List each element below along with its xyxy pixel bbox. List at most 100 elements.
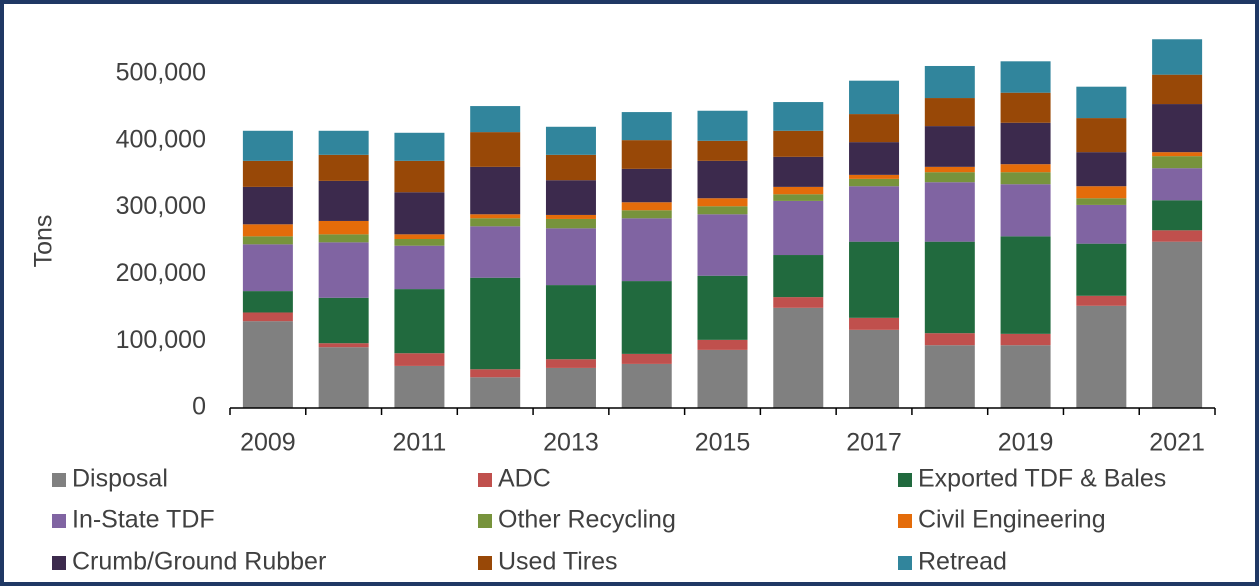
bar-segment bbox=[394, 192, 445, 235]
legend-label: Other Recycling bbox=[498, 506, 676, 534]
legend-label: Exported TDF & Bales bbox=[918, 465, 1166, 493]
bar-segment bbox=[1152, 74, 1203, 105]
bar-segment bbox=[1000, 184, 1051, 237]
bar-segment bbox=[924, 333, 975, 346]
bar-segment bbox=[545, 285, 596, 360]
bar-segment bbox=[621, 363, 672, 408]
bar-segment bbox=[773, 186, 824, 195]
bar-segment bbox=[621, 210, 672, 219]
bar-segment bbox=[318, 347, 369, 408]
bar-segment bbox=[1076, 243, 1127, 296]
bar-segment bbox=[621, 112, 672, 141]
bar-segment bbox=[318, 220, 369, 235]
bar-segment bbox=[242, 244, 293, 292]
bar-segment bbox=[545, 154, 596, 181]
legend-swatch bbox=[478, 514, 492, 528]
y-tick-label: 100,000 bbox=[116, 326, 206, 354]
bar-segment bbox=[318, 242, 369, 298]
bar-segment bbox=[1000, 61, 1051, 93]
bar-segment bbox=[697, 160, 748, 199]
bar-segment bbox=[621, 140, 672, 169]
bar-segment bbox=[773, 130, 824, 157]
bar-segment bbox=[697, 339, 748, 350]
bar-segment bbox=[1076, 152, 1127, 187]
bar-segment bbox=[697, 140, 748, 161]
bar-segment bbox=[773, 102, 824, 131]
legend-label: Used Tires bbox=[498, 548, 617, 576]
bar-segment bbox=[924, 172, 975, 183]
bar-segment bbox=[470, 132, 521, 167]
bar-segment bbox=[1152, 156, 1203, 169]
bar-segment bbox=[318, 343, 369, 348]
x-tick-label: 2011 bbox=[393, 429, 447, 457]
bar-segment bbox=[621, 353, 672, 364]
bar-segment bbox=[849, 186, 900, 242]
bar-segment bbox=[394, 353, 445, 366]
y-tick-label: 500,000 bbox=[116, 59, 206, 87]
bar-segment bbox=[470, 226, 521, 278]
bar-segment bbox=[621, 202, 672, 211]
bar-segment bbox=[318, 234, 369, 243]
legend-swatch bbox=[478, 556, 492, 570]
bar-segment bbox=[470, 218, 521, 227]
bar-segment bbox=[697, 206, 748, 215]
bar-segment bbox=[697, 110, 748, 141]
bar-segment bbox=[697, 214, 748, 276]
bar-segment bbox=[242, 224, 293, 237]
bar-segment bbox=[545, 214, 596, 219]
bar-segment bbox=[1152, 241, 1203, 408]
x-tick-label: 2015 bbox=[695, 429, 751, 457]
bar-segment bbox=[394, 238, 445, 246]
bar-segment bbox=[318, 180, 369, 221]
bar-segment bbox=[242, 236, 293, 245]
bar-segment bbox=[470, 106, 521, 133]
bar-segment bbox=[545, 228, 596, 286]
legend-swatch bbox=[52, 473, 66, 487]
bar-segment bbox=[924, 345, 975, 408]
legend-label: Civil Engineering bbox=[918, 506, 1106, 534]
legend-label: ADC bbox=[498, 465, 551, 493]
bar-segment bbox=[242, 160, 293, 187]
bar-segment bbox=[1152, 152, 1203, 157]
bar-segment bbox=[394, 234, 445, 239]
y-axis-label: Tons bbox=[30, 215, 58, 268]
bar-segment bbox=[1076, 295, 1127, 306]
bar-segment bbox=[242, 321, 293, 408]
bar-segment bbox=[318, 130, 369, 155]
bar-segment bbox=[621, 281, 672, 354]
bar-segment bbox=[242, 186, 293, 225]
y-tick-label: 200,000 bbox=[116, 259, 206, 287]
bar-segment bbox=[1076, 305, 1127, 408]
bar-segment bbox=[394, 132, 445, 161]
y-tick-label: 0 bbox=[192, 393, 206, 421]
bar-segment bbox=[621, 218, 672, 282]
bar-segment bbox=[697, 198, 748, 207]
y-tick-label: 300,000 bbox=[116, 192, 206, 220]
bar-segment bbox=[1152, 168, 1203, 201]
bar-segment bbox=[924, 166, 975, 173]
bar-segment bbox=[545, 180, 596, 215]
bar-segment bbox=[849, 142, 900, 175]
bar-segment bbox=[545, 126, 596, 155]
bar-segment bbox=[470, 377, 521, 408]
bar-segment bbox=[1076, 204, 1127, 244]
bar-segment bbox=[773, 255, 824, 298]
bar-segment bbox=[1076, 198, 1127, 205]
bar-segment bbox=[1152, 104, 1203, 153]
bar-segment bbox=[849, 80, 900, 115]
bar-segment bbox=[545, 367, 596, 408]
bar-segment bbox=[242, 291, 293, 313]
bar-segment bbox=[849, 114, 900, 143]
bar-segment bbox=[773, 307, 824, 408]
bar-segment bbox=[849, 329, 900, 408]
bar-segment bbox=[924, 182, 975, 242]
legend-swatch bbox=[898, 556, 912, 570]
bar-segment bbox=[394, 289, 445, 354]
bar-segment bbox=[773, 194, 824, 201]
bar-segment bbox=[1152, 39, 1203, 75]
legend-label: In-State TDF bbox=[72, 506, 215, 534]
legend-label: Disposal bbox=[72, 465, 168, 493]
bar-segment bbox=[1152, 200, 1203, 231]
bar-segment bbox=[470, 277, 521, 370]
bar-segment bbox=[394, 160, 445, 193]
